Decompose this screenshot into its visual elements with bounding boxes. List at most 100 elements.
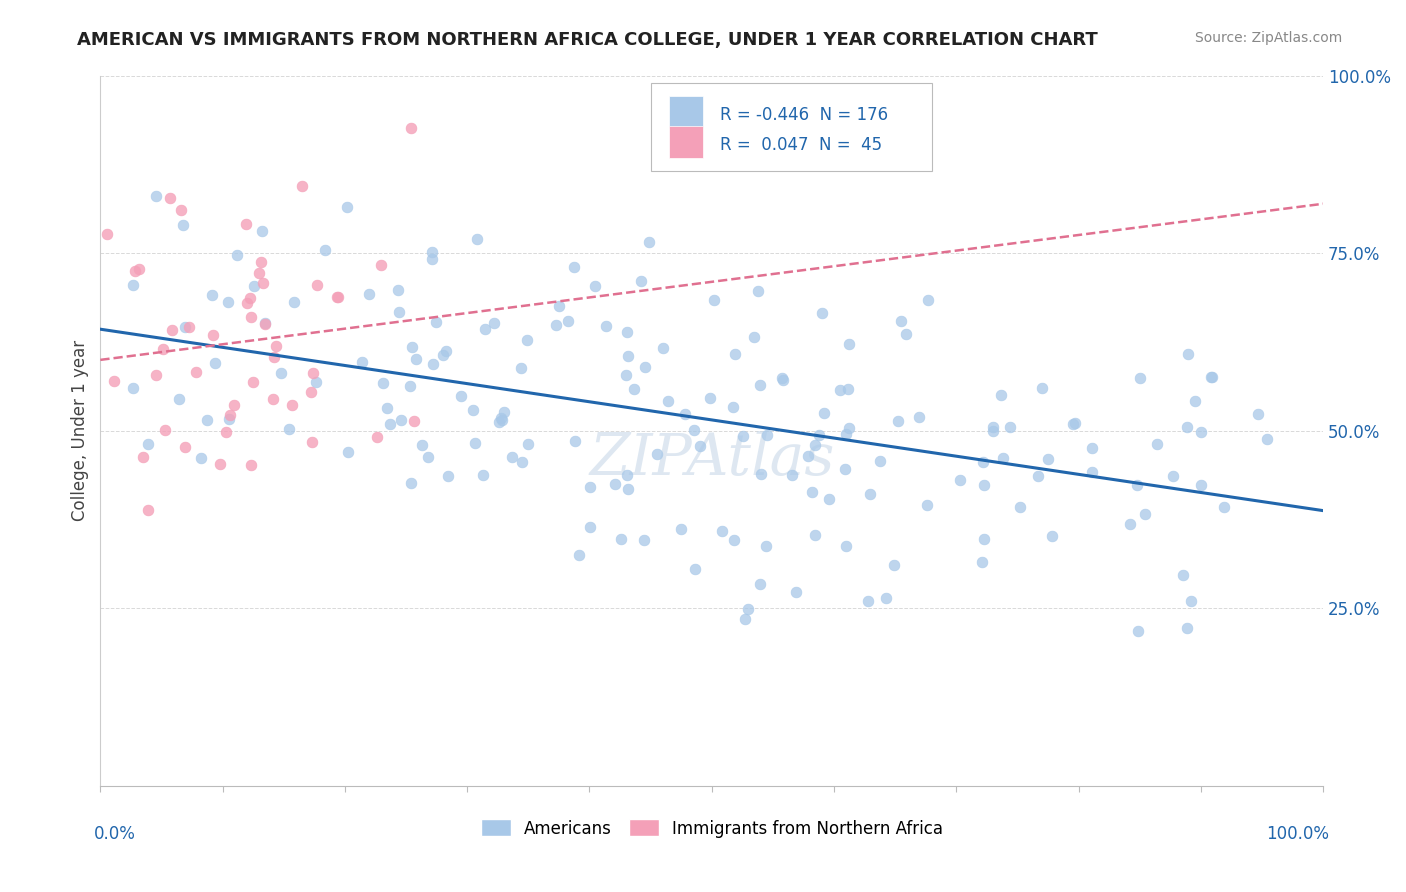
Point — [254, 317, 277, 331]
Point — [1119, 516, 1142, 531]
Point — [737, 602, 759, 616]
Point — [262, 392, 284, 406]
Point — [509, 360, 531, 375]
Point — [299, 384, 322, 399]
Point — [516, 333, 538, 347]
Point — [1081, 441, 1104, 455]
Point — [464, 436, 486, 450]
Point — [389, 413, 412, 427]
Point — [411, 438, 433, 452]
Point — [418, 450, 440, 465]
Legend: Americans, Immigrants from Northern Africa: Americans, Immigrants from Northern Afri… — [481, 820, 943, 838]
Point — [281, 398, 304, 412]
Point — [869, 454, 891, 468]
Point — [254, 316, 277, 330]
Point — [401, 340, 423, 354]
Point — [516, 437, 538, 451]
Point — [756, 428, 779, 442]
Point — [436, 469, 458, 483]
Point — [724, 346, 747, 360]
Point — [673, 407, 696, 421]
Point — [721, 400, 744, 414]
Point — [617, 349, 640, 363]
Point — [1128, 370, 1150, 384]
Point — [264, 339, 287, 353]
Point — [336, 200, 359, 214]
Point — [160, 323, 183, 337]
Point — [834, 539, 856, 553]
Point — [689, 439, 711, 453]
Point — [387, 283, 409, 297]
Point — [683, 423, 706, 437]
Point — [993, 450, 1015, 465]
Point — [239, 458, 262, 472]
Point — [818, 491, 841, 506]
Point — [1026, 468, 1049, 483]
Point — [1161, 469, 1184, 483]
Point — [252, 276, 274, 290]
Point — [780, 467, 803, 482]
Point — [837, 382, 859, 396]
Point — [174, 320, 197, 334]
Point — [243, 279, 266, 293]
Point — [402, 415, 425, 429]
Point — [908, 410, 931, 425]
Point — [616, 467, 638, 482]
Point — [375, 401, 398, 416]
Point — [184, 365, 207, 379]
Point — [949, 473, 972, 487]
Point — [981, 425, 1004, 439]
Point — [291, 178, 314, 193]
Point — [1173, 568, 1195, 582]
Point — [240, 310, 263, 325]
Point — [1175, 420, 1198, 434]
Point — [595, 319, 617, 334]
Point — [973, 477, 995, 491]
Text: Source: ZipAtlas.com: Source: ZipAtlas.com — [1195, 31, 1343, 45]
Point — [239, 291, 262, 305]
Point — [1180, 593, 1202, 607]
Point — [425, 315, 447, 329]
Point — [1256, 433, 1278, 447]
Point — [270, 366, 292, 380]
Point — [1036, 452, 1059, 467]
Point — [405, 351, 427, 366]
Point — [145, 189, 167, 203]
Point — [883, 558, 905, 573]
Point — [616, 325, 638, 339]
Point — [703, 293, 725, 308]
Point — [484, 316, 506, 330]
Point — [711, 524, 734, 538]
Point — [614, 368, 637, 383]
Point — [153, 423, 176, 437]
Point — [399, 379, 422, 393]
Point — [1199, 370, 1222, 384]
Point — [314, 243, 336, 257]
Text: ZIPAtlas: ZIPAtlas — [589, 431, 834, 487]
Point — [749, 467, 772, 482]
Point — [755, 539, 778, 553]
Point — [1213, 500, 1236, 514]
Point — [699, 391, 721, 405]
Point — [235, 217, 257, 231]
Point — [96, 227, 118, 242]
Point — [875, 591, 897, 606]
Point — [1201, 369, 1223, 384]
Point — [465, 232, 488, 246]
Point — [785, 585, 807, 599]
Point — [103, 374, 125, 388]
Point — [350, 355, 373, 369]
Point — [1189, 425, 1212, 440]
Point — [747, 284, 769, 298]
Point — [797, 449, 820, 463]
Point — [366, 430, 388, 444]
Point — [838, 336, 860, 351]
Point — [218, 411, 240, 425]
Point — [399, 121, 422, 136]
Point — [544, 318, 567, 332]
Point — [209, 458, 232, 472]
Point — [195, 413, 218, 427]
Point — [492, 404, 515, 418]
Point — [1010, 500, 1032, 514]
Text: AMERICAN VS IMMIGRANTS FROM NORTHERN AFRICA COLLEGE, UNDER 1 YEAR CORRELATION CH: AMERICAN VS IMMIGRANTS FROM NORTHERN AFR… — [77, 31, 1098, 49]
